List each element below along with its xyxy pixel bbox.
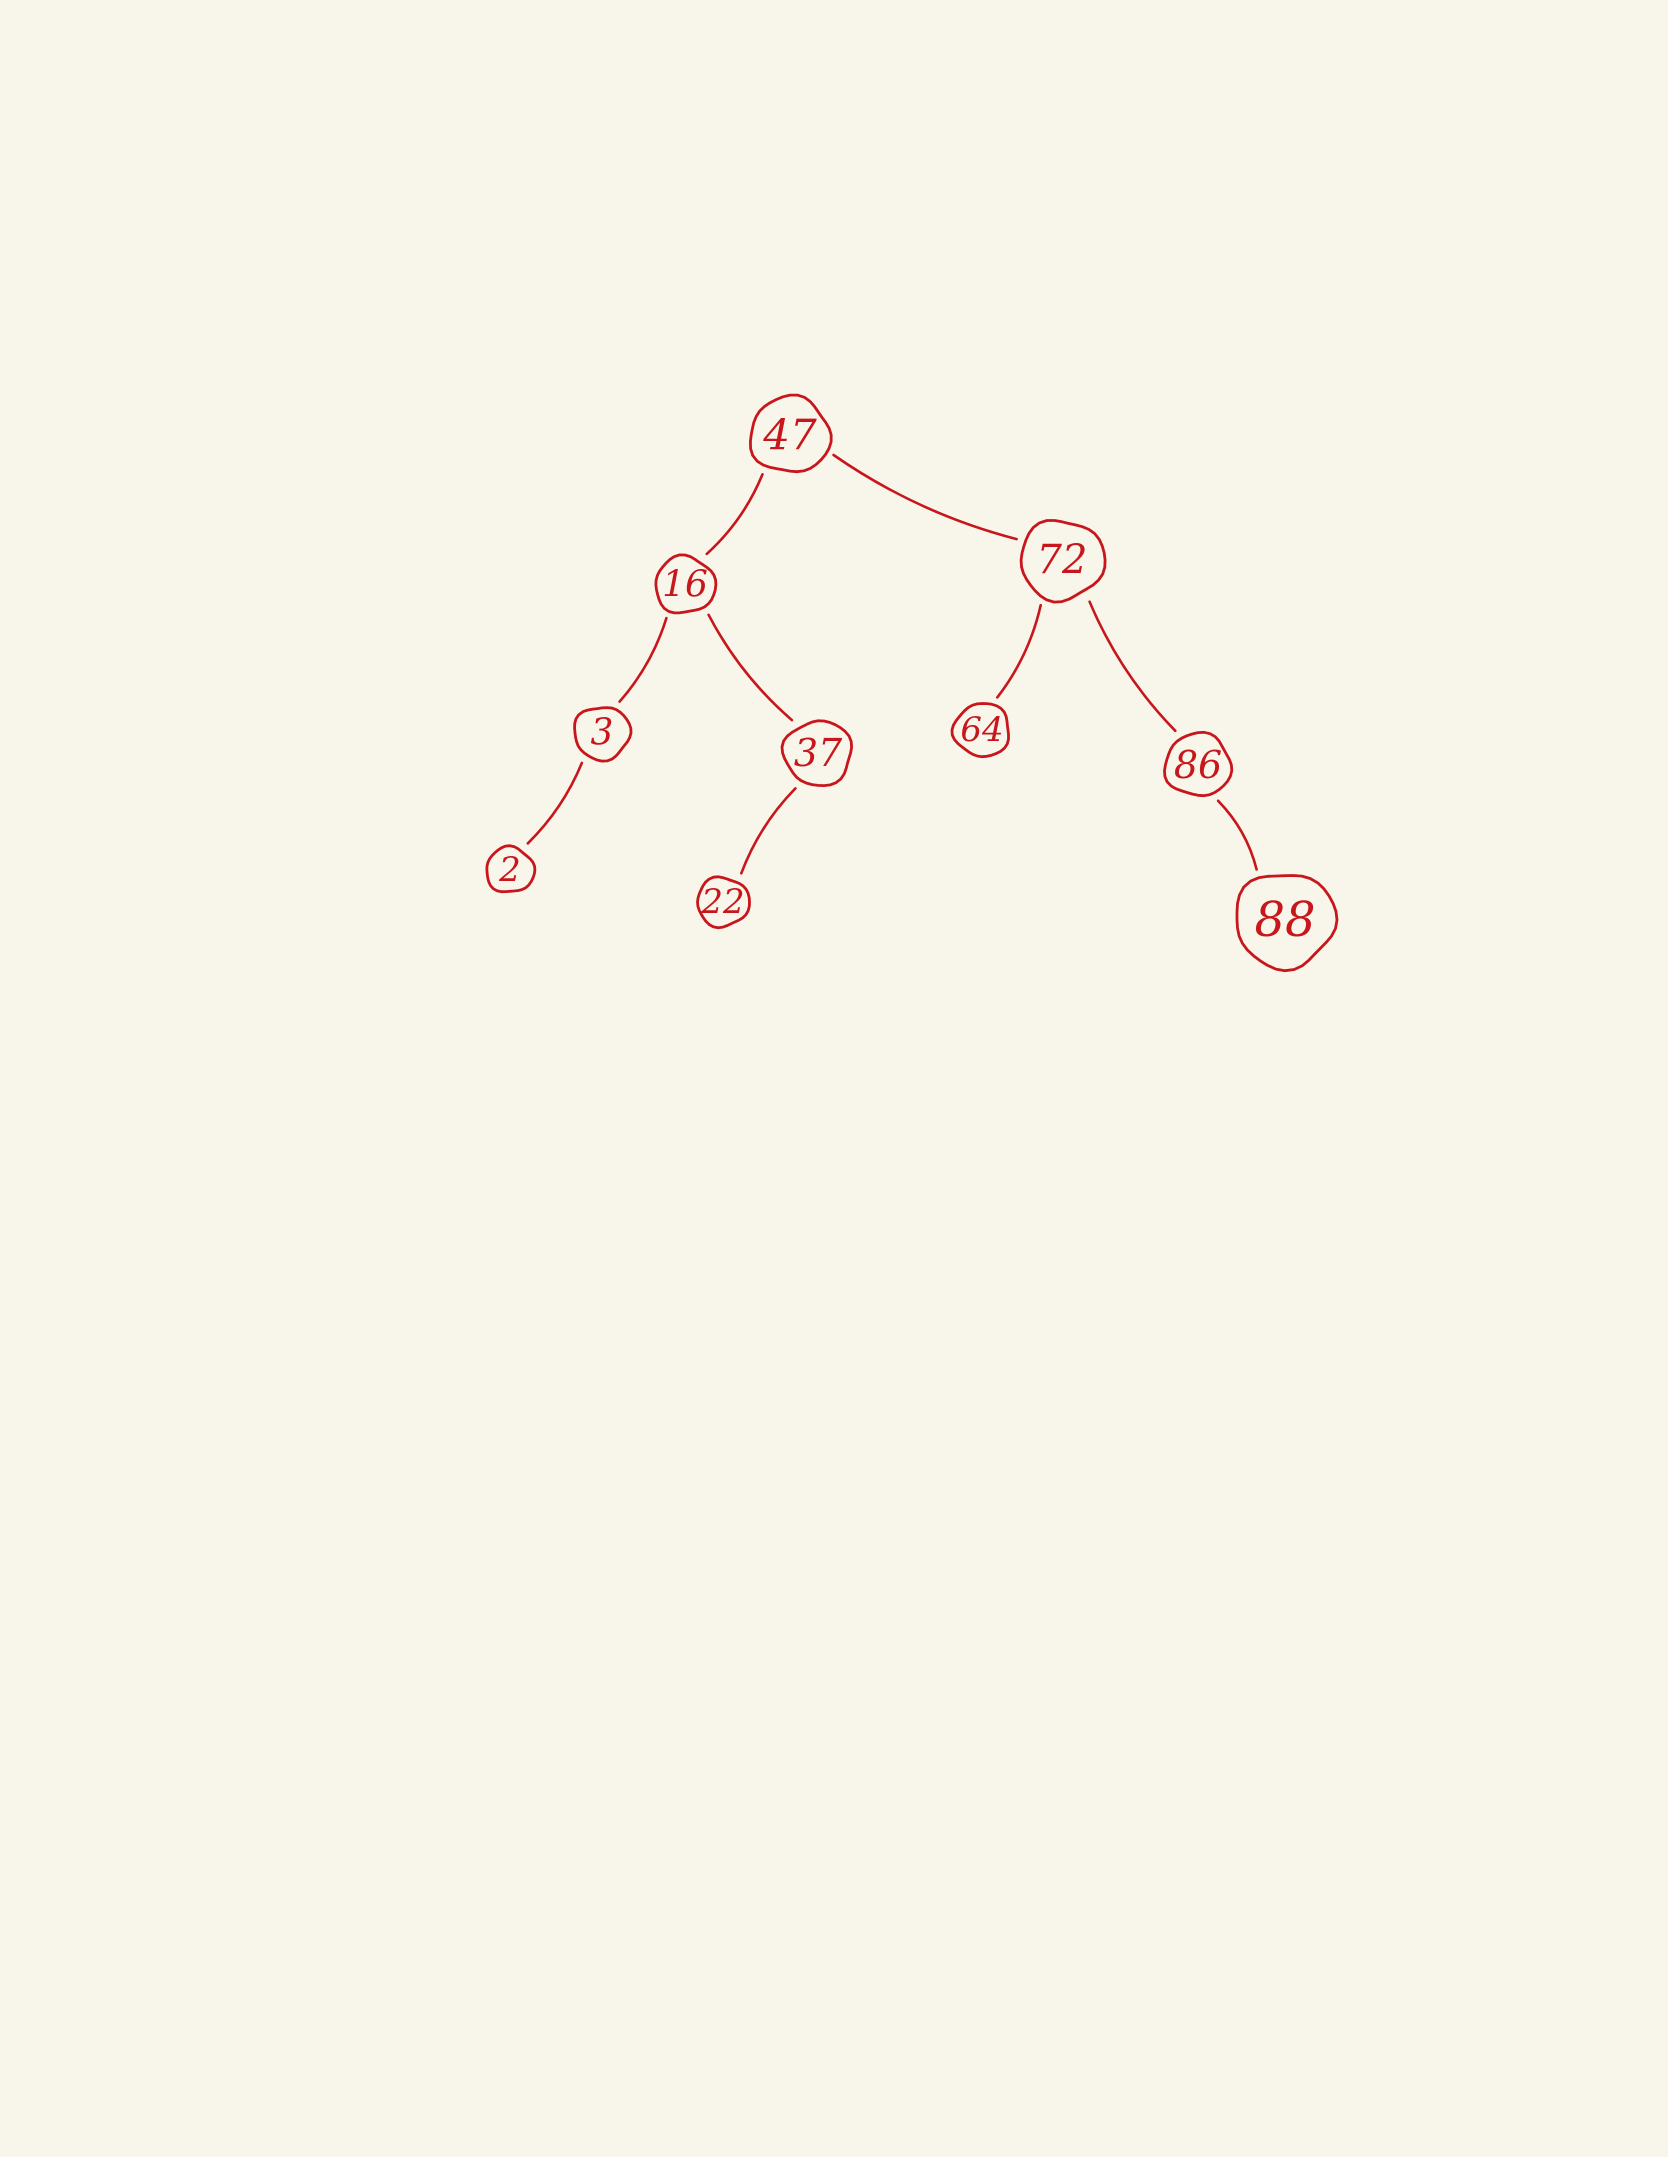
edge-n72-n64 [996, 603, 1042, 699]
node-label: 22 [700, 882, 744, 922]
node-label: 72 [1037, 537, 1088, 583]
node-circle [749, 393, 833, 474]
edge-n37-n22 [740, 787, 797, 875]
tree-edges [526, 453, 1258, 875]
tree-node-16: 16 [654, 553, 718, 615]
edge-n47-n72 [832, 453, 1018, 541]
tree-node-64: 64 [950, 702, 1010, 759]
edge-n3-n2 [526, 761, 584, 845]
node-circle [654, 553, 718, 615]
node-circle [485, 844, 537, 894]
edge-n86-n88 [1216, 799, 1258, 871]
tree-node-37: 37 [780, 719, 853, 787]
node-label: 37 [794, 731, 843, 775]
tree-node-47: 47 [749, 393, 833, 474]
node-circle [696, 875, 751, 930]
node-circle [780, 719, 853, 787]
node-label: 47 [762, 411, 817, 460]
node-circle [1019, 519, 1107, 604]
node-label: 86 [1174, 743, 1222, 787]
node-label: 16 [662, 565, 708, 606]
tree-node-3: 3 [573, 706, 633, 763]
tree-node-2: 2 [485, 844, 537, 894]
tree-node-86: 86 [1163, 730, 1234, 798]
tree-node-72: 72 [1019, 519, 1107, 604]
edge-n72-n86 [1088, 600, 1177, 733]
node-label: 88 [1254, 892, 1315, 948]
edge-n16-n3 [618, 616, 668, 703]
edge-n47-n16 [705, 473, 764, 556]
node-circle [573, 706, 633, 763]
edge-n16-n37 [707, 613, 794, 722]
node-label: 3 [591, 713, 614, 754]
tree-node-22: 22 [696, 875, 751, 930]
tree-node-88: 88 [1235, 874, 1339, 973]
node-circle [950, 702, 1010, 759]
node-circle [1163, 730, 1234, 798]
node-label: 2 [498, 850, 521, 890]
node-circle [1235, 874, 1339, 973]
node-label: 64 [960, 710, 1003, 750]
